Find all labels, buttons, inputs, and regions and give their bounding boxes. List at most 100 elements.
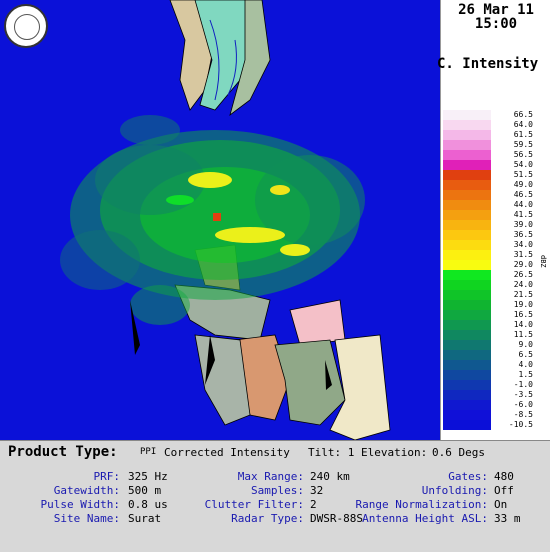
gatewidth-label: Gatewidth: <box>53 484 120 497</box>
legend-level-label: 66.5 <box>513 110 533 119</box>
legend-level-label: 36.5 <box>513 230 533 239</box>
legend-level-label: -3.5 <box>513 390 533 399</box>
legend-level-label: 19.0 <box>513 300 533 309</box>
gates-label: Gates: <box>448 470 488 483</box>
legend-level-label: 39.0 <box>513 220 533 229</box>
legend-swatch <box>443 190 491 200</box>
legend-swatch <box>443 410 491 420</box>
legend-swatch <box>443 220 491 230</box>
legend-level-label: 11.5 <box>513 330 533 339</box>
legend-swatch <box>443 200 491 210</box>
radar-echo <box>60 115 365 325</box>
legend-level-label: 26.5 <box>513 270 533 279</box>
legend-swatch <box>443 130 491 140</box>
legend-swatch <box>443 160 491 170</box>
legend-level-label: 1.5 <box>518 370 533 379</box>
legend-level-label: 51.5 <box>513 170 533 179</box>
legend-level-label: 24.0 <box>513 280 533 289</box>
legend-swatch <box>443 320 491 330</box>
legend-swatch <box>443 180 491 190</box>
legend-level-label: 4.0 <box>518 360 533 369</box>
legend-swatch <box>443 330 491 340</box>
legend-swatch <box>443 300 491 310</box>
legend-level-label: 6.5 <box>518 350 533 359</box>
legend-swatch <box>443 140 491 150</box>
radar-type-value: DWSR-88S <box>310 512 363 525</box>
legend-swatch <box>443 350 491 360</box>
legend-swatch <box>443 310 491 320</box>
legend-swatch <box>443 170 491 180</box>
legend-level-label: 9.0 <box>518 340 533 349</box>
radar-map-graphic <box>60 0 391 440</box>
legend-swatch <box>443 290 491 300</box>
legend-swatch <box>443 400 491 410</box>
legend-level-label: 16.5 <box>513 310 533 319</box>
unfolding-value: Off <box>494 484 514 497</box>
legend-level-label: 54.0 <box>513 160 533 169</box>
color-legend: 66.5 64.0 61.5 59.5 56.5 54.0 51.5 49.0 46.5 44.0… <box>441 110 550 440</box>
legend-level-label: 46.5 <box>513 190 533 199</box>
info-bar: Product Type: PPI Corrected Intensity Ti… <box>0 440 550 552</box>
legend-swatch <box>443 280 491 290</box>
legend-swatch <box>443 150 491 160</box>
pulse-width-value: 0.8 us <box>128 498 168 511</box>
legend-swatch <box>443 250 491 260</box>
gates-value: 480 <box>494 470 514 483</box>
legend-level-label: 59.5 <box>513 140 533 149</box>
legend-swatch <box>443 230 491 240</box>
product-type-label: Product Type: <box>8 444 118 460</box>
legend-level-label: 29.0 <box>513 260 533 269</box>
legend-swatch <box>443 370 491 380</box>
legend-swatch <box>443 240 491 250</box>
legend-level-label: -6.0 <box>513 400 533 409</box>
legend-level-label: 14.0 <box>513 320 533 329</box>
legend-swatch <box>443 360 491 370</box>
legend-level-label: 34.0 <box>513 240 533 249</box>
land-south-cream <box>329 334 391 440</box>
range-normalization-label: Range Normalization: <box>355 498 488 511</box>
range-normalization-value: On <box>494 498 508 511</box>
antenna-height-value: 33 m <box>494 512 521 525</box>
tilt-text: Tilt: 1 Elevation: <box>308 446 428 459</box>
legend-level-label: 49.0 <box>513 180 533 189</box>
legend-level-label: -8.5 <box>513 410 533 419</box>
elevation-value: 0.6 Degs <box>432 446 485 459</box>
prf-label: PRF: <box>93 470 121 483</box>
land-south-green <box>274 339 346 426</box>
legend-level-label: 21.5 <box>513 290 533 299</box>
legend-level-label: 44.0 <box>513 200 533 209</box>
legend-level-label: -10.5 <box>508 420 533 429</box>
agency-logo <box>4 4 48 48</box>
samples-label: Samples: <box>251 484 304 497</box>
river <box>209 19 237 101</box>
site-name-label: Site Name: <box>53 512 120 525</box>
gatewidth-value: 500 m <box>128 484 162 497</box>
legend-swatch <box>443 120 491 130</box>
legend-swatch <box>443 380 491 390</box>
pulse-width-label: Pulse Width: <box>40 498 120 511</box>
legend-level-label: 41.5 <box>513 210 533 219</box>
radar-map[interactable] <box>0 0 440 440</box>
land-east-pink <box>289 299 346 346</box>
date-text: 26 Mar 11 <box>458 2 534 18</box>
legend-swatch <box>443 210 491 220</box>
prf-value: 325 Hz <box>128 470 168 483</box>
time-text: 15:00 <box>474 16 518 32</box>
clutter-filter-label: Clutter Filter: <box>204 498 304 511</box>
unfolding-label: Unfolding: <box>421 484 488 497</box>
legend-swatch <box>443 110 491 120</box>
site-name-value: Surat <box>128 512 162 525</box>
legend-level-label: 31.5 <box>513 250 533 259</box>
radar-site-marker <box>213 213 221 221</box>
land-north-gray <box>229 0 271 117</box>
legend-swatch <box>443 270 491 280</box>
product-title: C. Intensity <box>437 56 539 72</box>
legend-level-label: 56.5 <box>513 150 533 159</box>
legend-level-label: 64.0 <box>513 120 533 129</box>
legend-level-label: 61.5 <box>513 130 533 139</box>
product-type-value: Corrected Intensity <box>164 446 290 459</box>
legend-swatch <box>443 340 491 350</box>
samples-value: 32 <box>310 484 324 497</box>
radar-type-label: Radar Type: <box>231 512 304 525</box>
side-panel: 26 Mar 11 15:00 C. Intensity 66.5 64.0 61.… <box>437 0 550 440</box>
